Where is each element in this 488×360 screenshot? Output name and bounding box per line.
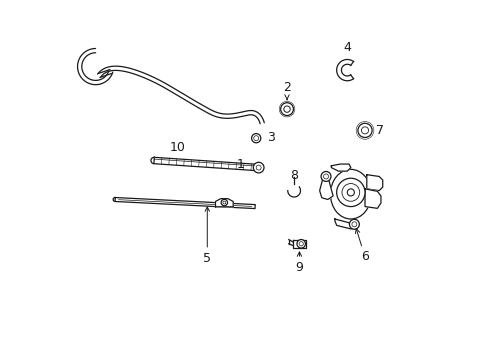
- Polygon shape: [331, 164, 350, 171]
- Text: 8: 8: [289, 169, 298, 182]
- Text: 6: 6: [360, 251, 368, 264]
- Polygon shape: [366, 175, 382, 191]
- Text: 10: 10: [169, 141, 185, 154]
- Ellipse shape: [330, 169, 370, 219]
- Circle shape: [349, 219, 359, 229]
- Polygon shape: [115, 198, 255, 208]
- Circle shape: [321, 171, 330, 181]
- Polygon shape: [319, 176, 332, 199]
- Polygon shape: [364, 189, 380, 208]
- Circle shape: [357, 123, 371, 138]
- Circle shape: [296, 239, 305, 248]
- Circle shape: [251, 134, 260, 143]
- Text: 7: 7: [375, 124, 383, 137]
- Text: 4: 4: [343, 41, 350, 54]
- Circle shape: [346, 189, 354, 196]
- Polygon shape: [336, 59, 353, 81]
- Polygon shape: [334, 219, 355, 229]
- Circle shape: [253, 162, 264, 173]
- Polygon shape: [215, 199, 233, 207]
- Circle shape: [280, 103, 293, 116]
- Text: 3: 3: [266, 131, 274, 144]
- Polygon shape: [292, 239, 305, 248]
- Text: 1: 1: [237, 158, 244, 171]
- Circle shape: [221, 199, 227, 206]
- Text: 2: 2: [283, 81, 290, 94]
- Text: 9: 9: [295, 261, 303, 274]
- Circle shape: [336, 178, 364, 207]
- Text: 5: 5: [203, 252, 211, 265]
- Polygon shape: [154, 157, 258, 171]
